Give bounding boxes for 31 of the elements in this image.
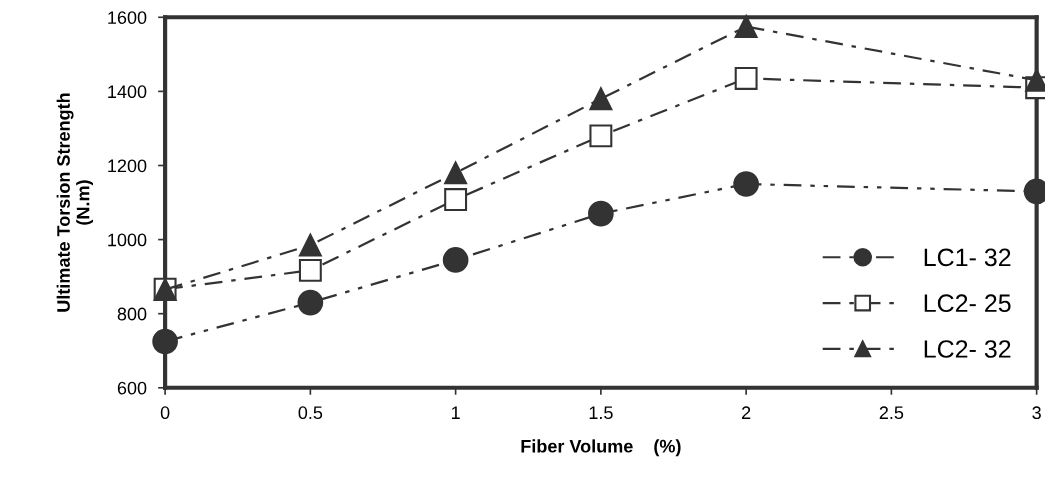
legend-label: LC2- 25 (924, 294, 1011, 313)
y-tick-label: 1000 (108, 233, 147, 247)
x-tick-label: 1.5 (589, 406, 613, 420)
point (298, 258, 322, 282)
legend-label: LC1- 32 (924, 248, 1011, 267)
y-axis-title: Ultimate Torsion Strength (N.m) (56, 93, 93, 312)
point (734, 66, 758, 90)
point (298, 233, 322, 257)
y-tick-label: 1400 (108, 85, 147, 99)
y-tick-label: 1200 (108, 159, 147, 173)
point (588, 200, 614, 227)
x-tick-label: 2.5 (879, 406, 904, 420)
legend-label: LC2- 32 (924, 340, 1011, 358)
x-tick-label: 1 (451, 406, 460, 419)
point (733, 171, 759, 197)
point (589, 124, 613, 148)
x-tick-label: 2 (742, 406, 751, 419)
x-tick-label: 3 (1032, 406, 1041, 420)
y-tick-label: 1600 (108, 11, 147, 25)
point (442, 247, 469, 273)
y-tick-label: 600 (117, 381, 147, 395)
point (589, 87, 613, 111)
x-axis-title: Fiber Volume (%) (521, 439, 681, 457)
point (734, 15, 758, 39)
point (444, 188, 468, 212)
y-tick-label: 800 (117, 307, 147, 321)
point (152, 328, 178, 355)
x-tick-label: 0 (160, 406, 170, 420)
point (297, 289, 324, 316)
point (444, 161, 468, 185)
x-tick-label: 0.5 (298, 406, 323, 420)
